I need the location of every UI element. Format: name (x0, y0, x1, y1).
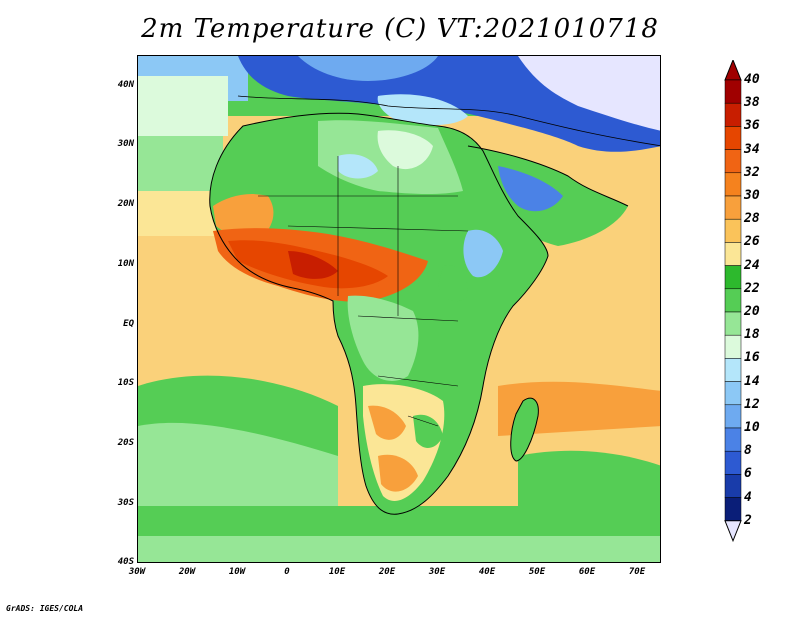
colorbar-label: 26 (744, 234, 760, 250)
lon-label-30w: 30W (128, 567, 146, 577)
colorbar-label: 18 (744, 327, 760, 343)
colorbar-swatch (724, 404, 742, 429)
lon-label-70e: 70E (628, 567, 646, 577)
colorbar-label: 28 (744, 211, 760, 227)
colorbar-swatch (724, 172, 742, 197)
colorbar-swatch (724, 288, 742, 313)
lat-label-20s: 20S (117, 438, 134, 448)
map-canvas (138, 56, 660, 562)
lon-label-10e: 10E (328, 567, 346, 577)
lon-label-20e: 20E (378, 567, 396, 577)
lat-label-30s: 30S (117, 498, 134, 508)
colorbar-label: 14 (744, 373, 760, 389)
lat-label-40s: 40S (117, 557, 134, 567)
colorbar-bottom-triangle (724, 520, 742, 543)
lon-label-10w: 10W (228, 567, 246, 577)
colorbar-swatch (724, 497, 742, 522)
lat-label-10n: 10N (117, 259, 134, 269)
colorbar-swatch (724, 126, 742, 150)
lat-label-10s: 10S (117, 378, 134, 388)
colorbar-swatch (724, 381, 742, 406)
colorbar-swatch (724, 311, 742, 336)
lon-label-30e: 30E (428, 567, 446, 577)
colorbar-label: 8 (744, 443, 752, 459)
colorbar-label: 30 (744, 188, 760, 203)
colorbar-label: 24 (744, 257, 760, 273)
colorbar-label: 12 (744, 396, 760, 412)
lat-label-20n: 20N (117, 199, 134, 209)
colorbar-label: 36 (744, 118, 760, 134)
colorbar-label: 40 (744, 72, 760, 87)
colorbar-swatch (724, 242, 742, 266)
lat-label-40n: 40N (117, 80, 134, 90)
colorbar-swatch (724, 474, 742, 498)
grads-credit: GrADS: IGES/COLA (6, 604, 84, 613)
map-title: 2m Temperature (C) VT:2021010718 (141, 14, 659, 44)
colorbar-label: 38 (744, 95, 760, 111)
colorbar-swatch (724, 427, 742, 452)
colorbar-label: 20 (744, 304, 760, 319)
lon-label-40e: 40E (478, 567, 496, 577)
colorbar-label: 10 (744, 420, 760, 435)
colorbar-swatch (724, 218, 742, 243)
lat-label-eq: EQ (123, 319, 134, 329)
colorbar-label: 16 (744, 350, 760, 366)
colorbar-top-triangle (724, 60, 742, 81)
colorbar (724, 60, 742, 543)
colorbar-label: 32 (744, 164, 760, 180)
colorbar-swatch (724, 79, 742, 104)
colorbar-swatch (724, 195, 742, 220)
colorbar-swatch (724, 450, 742, 475)
colorbar-label: 2 (744, 512, 752, 528)
colorbar-label: 22 (744, 280, 760, 296)
colorbar-swatch (724, 102, 742, 127)
colorbar-label: 6 (744, 466, 752, 482)
colorbar-swatch (724, 265, 742, 290)
lat-label-30n: 30N (117, 139, 134, 149)
lon-label-0: 0 (284, 567, 290, 577)
colorbar-swatch (724, 358, 742, 382)
lon-label-60e: 60E (578, 567, 596, 577)
colorbar-label: 34 (744, 141, 760, 157)
colorbar-swatch (724, 334, 742, 359)
colorbar-label: 4 (744, 489, 752, 505)
colorbar-swatch (724, 149, 742, 174)
temperature-map (137, 55, 661, 563)
lon-label-20w: 20W (178, 567, 196, 577)
lon-label-50e: 50E (528, 567, 546, 577)
